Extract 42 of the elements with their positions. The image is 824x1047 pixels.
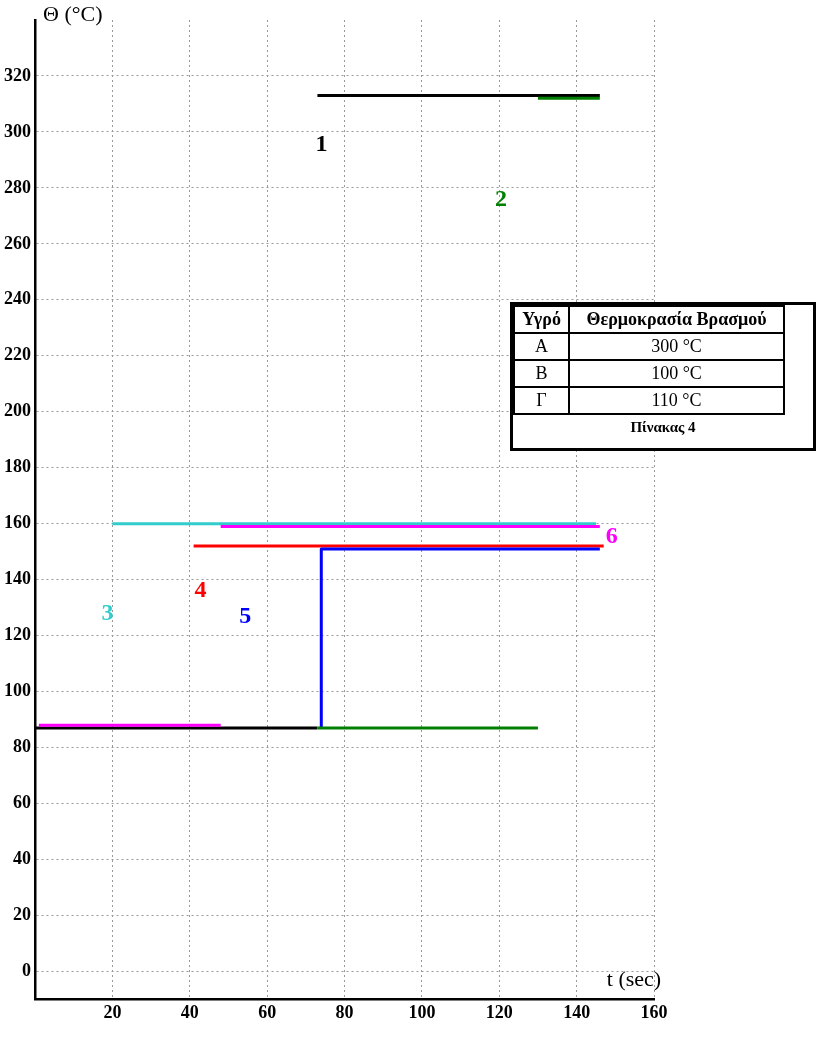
- y-tick-label: 260: [4, 232, 31, 253]
- x-tick-label: 120: [485, 1001, 513, 1022]
- y-tick-label: 140: [4, 568, 31, 589]
- y-tick-label: 120: [4, 624, 31, 645]
- x-tick-label: 100: [408, 1001, 436, 1022]
- text: 2: [494, 184, 507, 211]
- annotation: 300 °C: [569, 333, 784, 360]
- y-tick-label: 80: [13, 736, 31, 757]
- annotation: 110 °C: [569, 387, 784, 414]
- annotation: Α: [514, 333, 570, 360]
- annotation: Θερμοκρασία Βρασμού: [569, 306, 784, 333]
- y-tick-label: 220: [4, 344, 31, 365]
- text: 3: [101, 598, 114, 625]
- y-tick-label: 20: [13, 904, 31, 925]
- y-tick-label: 240: [4, 288, 31, 309]
- y-tick-label: 180: [4, 456, 31, 477]
- series-label: 6: [605, 521, 618, 548]
- series-label: 4: [194, 576, 207, 603]
- y-tick-label: 280: [4, 176, 31, 197]
- x-tick-label: 140: [563, 1001, 591, 1022]
- y-tick-label: 0: [22, 960, 31, 981]
- x-tick-label: 20: [103, 1001, 122, 1022]
- y-tick-label: 60: [13, 792, 31, 813]
- y-tick-label: 320: [4, 64, 31, 85]
- y-tick-label: 40: [13, 848, 31, 869]
- annotation: Υγρό: [514, 306, 570, 333]
- x-tick-label: 60: [258, 1001, 277, 1022]
- x-tick-label: 160: [640, 1001, 668, 1022]
- annotation: 100 °C: [569, 360, 784, 387]
- y-tick-label: 300: [4, 120, 31, 141]
- x-tick-label: 40: [180, 1001, 199, 1022]
- x-tick-label: 80: [335, 1001, 354, 1022]
- x-axis-title: t (sec): [606, 966, 662, 992]
- y-tick-label: 200: [4, 400, 31, 421]
- annotation: Β: [514, 360, 570, 387]
- annotation: Γ: [514, 387, 570, 414]
- series-label: 1: [315, 129, 328, 156]
- text: 5: [239, 602, 252, 629]
- y-tick-label: 160: [4, 512, 31, 533]
- y-axis-title: Θ (°C): [43, 0, 103, 26]
- annotation: Πίνακας 4: [629, 418, 697, 437]
- y-tick-label: 100: [4, 680, 31, 701]
